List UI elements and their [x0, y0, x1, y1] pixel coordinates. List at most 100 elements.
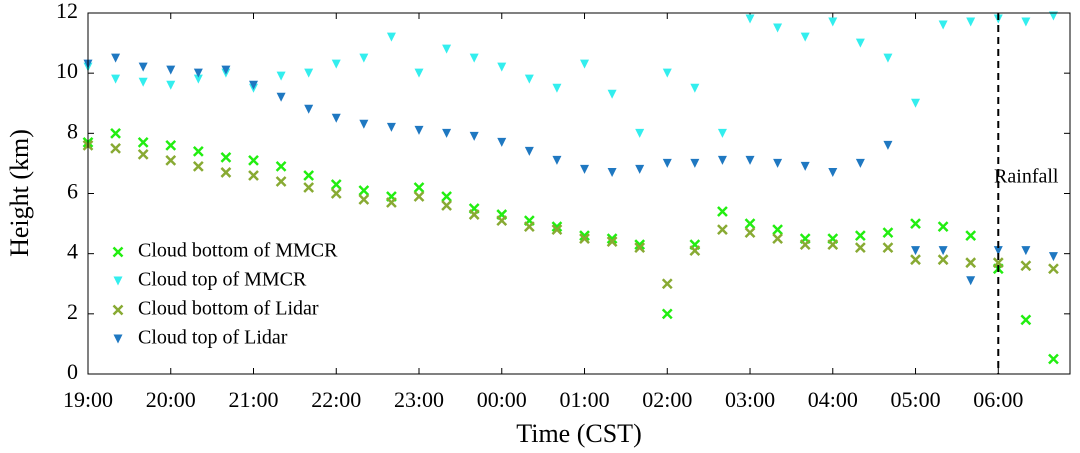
y-tick-label: 8 — [67, 118, 78, 143]
point — [469, 131, 479, 141]
point — [911, 98, 921, 108]
point — [138, 77, 148, 87]
point — [552, 83, 562, 93]
x-tick-label: 05:00 — [890, 387, 940, 412]
point — [442, 44, 452, 54]
point — [166, 65, 176, 75]
point — [799, 239, 811, 251]
point — [468, 209, 480, 220]
point — [662, 68, 672, 78]
point — [606, 233, 618, 245]
point — [635, 164, 645, 174]
point — [220, 152, 232, 163]
annotation: Rainfall — [994, 166, 1059, 188]
point — [607, 167, 617, 177]
point — [938, 20, 948, 30]
x-tick-label: 06:00 — [973, 387, 1023, 412]
point — [248, 155, 259, 166]
point — [772, 224, 783, 235]
point — [111, 53, 121, 63]
point — [165, 155, 177, 166]
point — [717, 206, 728, 217]
point — [441, 191, 452, 202]
point — [386, 122, 396, 132]
point — [524, 74, 534, 84]
point — [965, 257, 977, 269]
y-tick-label: 10 — [56, 58, 78, 83]
point — [882, 227, 894, 238]
x-tick-label: 21:00 — [228, 387, 278, 412]
point — [579, 233, 590, 245]
x-axis-title: Time (CST) — [516, 419, 641, 448]
legend-label: Cloud bottom of MMCR — [138, 240, 338, 262]
point — [882, 242, 894, 254]
point — [579, 230, 590, 242]
point — [496, 215, 508, 226]
point — [110, 127, 121, 139]
point — [220, 167, 232, 178]
point — [497, 62, 507, 72]
point — [110, 142, 121, 154]
point — [883, 140, 893, 150]
point — [414, 125, 424, 135]
point — [717, 128, 727, 138]
point — [635, 128, 645, 138]
point — [580, 59, 590, 69]
point — [386, 32, 396, 42]
point — [138, 62, 148, 72]
point — [662, 158, 672, 168]
point — [303, 170, 315, 181]
point — [854, 230, 866, 242]
point — [469, 53, 479, 63]
point — [248, 170, 259, 181]
y-tick-label: 2 — [67, 299, 78, 324]
y-axis-title: Height (km) — [5, 129, 34, 257]
point — [690, 158, 700, 168]
point — [993, 246, 1003, 256]
point — [992, 257, 1004, 269]
point — [661, 308, 673, 320]
point — [192, 161, 204, 172]
point — [304, 68, 314, 78]
point — [910, 218, 921, 229]
point — [358, 194, 370, 205]
point — [166, 80, 176, 90]
point — [413, 182, 425, 193]
point — [828, 17, 838, 27]
point — [275, 161, 287, 172]
point — [275, 176, 287, 187]
x-tick-label: 02:00 — [642, 387, 692, 412]
point — [745, 14, 755, 24]
y-tick-label: 4 — [67, 239, 78, 264]
point — [359, 119, 369, 129]
point — [690, 83, 700, 93]
point — [828, 167, 838, 177]
point — [1021, 246, 1031, 256]
point — [276, 71, 286, 81]
point — [303, 182, 315, 193]
point — [1020, 260, 1032, 272]
point — [1020, 314, 1032, 326]
point — [441, 200, 452, 211]
point — [137, 149, 149, 160]
point — [414, 68, 424, 78]
point — [689, 245, 701, 257]
x-tick-label: 19:00 — [63, 387, 113, 412]
point — [1048, 252, 1058, 262]
point — [855, 38, 865, 48]
x-tick-label: 00:00 — [477, 387, 527, 412]
point — [580, 164, 590, 174]
x-tick-label: 20:00 — [146, 387, 196, 412]
point — [551, 221, 563, 232]
point — [1021, 17, 1031, 27]
legend-label: Cloud top of Lidar — [138, 327, 288, 349]
point — [276, 92, 286, 102]
point — [607, 89, 617, 99]
point — [717, 224, 728, 235]
point — [744, 218, 756, 229]
point — [359, 53, 369, 63]
point — [910, 254, 921, 266]
point — [827, 239, 839, 251]
point — [358, 185, 370, 196]
point — [523, 221, 535, 232]
